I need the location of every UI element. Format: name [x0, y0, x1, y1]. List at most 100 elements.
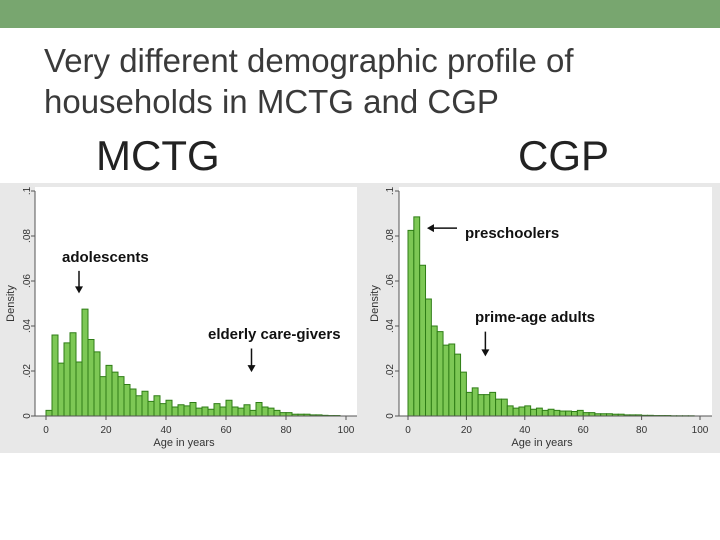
mctg-bar [45, 409, 53, 417]
cgp-bar [483, 394, 491, 417]
mctg-bar [225, 399, 233, 417]
cgp-bar [454, 353, 462, 417]
cgp-heading: CGP [518, 132, 610, 179]
mctg-bar [159, 403, 167, 417]
mctg-bar [171, 406, 179, 417]
mctg-bar [51, 334, 59, 417]
mctg-bar [237, 407, 245, 417]
mctg-bar [165, 399, 173, 417]
mctg-bar [285, 412, 293, 417]
cgp-bar [413, 216, 421, 417]
cgp-bar [425, 298, 432, 417]
cgp-bar [460, 371, 467, 417]
mctg-bar [69, 332, 77, 417]
cgp-bar [512, 407, 520, 417]
cgp-annotation-prime-age-adults: prime-age adults [475, 309, 595, 326]
mctg-y-tick-label: .04 [22, 319, 33, 333]
cgp-bar [535, 407, 543, 417]
mctg-x-tick-label: 40 [160, 425, 172, 436]
cgp-y-tick-label: .08 [385, 229, 396, 243]
cgp-bar [576, 409, 584, 417]
slide-title: Very different demographic profile of ho… [44, 42, 574, 120]
cgp-annotation-preschoolers: preschoolers [465, 225, 559, 242]
mctg-bar [231, 406, 239, 417]
mctg-bar [207, 408, 215, 417]
mctg-bar [81, 308, 89, 417]
mctg-bar [249, 409, 257, 417]
mctg-bar [141, 390, 149, 417]
cgp-y-tick-label: .04 [385, 319, 396, 333]
mctg-bar [267, 407, 275, 417]
cgp-arrowhead-preschoolers [426, 224, 434, 233]
mctg-bar [135, 395, 143, 417]
mctg-bar [261, 406, 269, 417]
cgp-bar [547, 408, 555, 417]
cgp-x-tick-label: 60 [578, 425, 590, 436]
cgp-bar [489, 391, 497, 417]
mctg-bar [129, 388, 137, 417]
cgp-bar [465, 391, 473, 417]
cgp-bar [477, 394, 485, 417]
cgp-x-tick-label: 0 [405, 425, 411, 436]
cgp-x-axis-title: Age in years [511, 437, 573, 449]
mctg-y-axis-title: Density [5, 285, 17, 322]
mctg-bar [75, 361, 83, 417]
mctg-bar [273, 409, 281, 417]
cgp-bar [518, 406, 526, 417]
mctg-x-axis-title: Age in years [153, 437, 215, 449]
mctg-bar [57, 362, 65, 417]
cgp-y-tick-label: .06 [385, 274, 396, 288]
mctg-y-tick-label: .02 [22, 364, 33, 378]
cgp-bar [588, 412, 596, 417]
cgp-bar [471, 387, 479, 417]
mctg-bar [93, 351, 101, 417]
cgp-bar [500, 398, 508, 417]
mctg-bar [63, 342, 71, 417]
cgp-bar [407, 229, 415, 417]
mctg-bar [195, 407, 203, 417]
mctg-y-tick-label: .1 [22, 186, 33, 195]
cgp-bar [582, 412, 590, 417]
mctg-bar [177, 404, 185, 417]
mctg-arrowhead-elderly-care-givers [247, 365, 256, 373]
top-accent-bar [0, 0, 720, 28]
cgp-bar [565, 410, 573, 417]
cgp-bar [530, 408, 537, 417]
mctg-bar [111, 371, 119, 417]
mctg-annotation-elderly-care-givers: elderly care-givers [208, 326, 341, 343]
cgp-bar [541, 409, 549, 417]
cgp-bar [419, 264, 427, 417]
mctg-bar [201, 406, 209, 417]
cgp-bar [436, 331, 444, 417]
cgp-bar [442, 344, 450, 417]
mctg-y-tick-label: .08 [22, 229, 33, 243]
mctg-y-tick-label: 0 [22, 413, 33, 419]
mctg-x-tick-label: 80 [280, 425, 292, 436]
cgp-bar [553, 409, 561, 417]
mctg-bar [99, 376, 107, 417]
cgp-bar [506, 405, 514, 417]
mctg-bar [147, 400, 155, 417]
mctg-x-tick-label: 60 [220, 425, 232, 436]
mctg-bar [87, 339, 95, 417]
mctg-y-tick-label: .06 [22, 274, 33, 288]
mctg-heading: MCTG [96, 132, 220, 179]
cgp-bar [571, 411, 578, 417]
cgp-y-tick-label: 0 [385, 413, 396, 419]
cgp-y-axis-title: Density [369, 285, 381, 322]
mctg-x-tick-label: 0 [43, 425, 49, 436]
mctg-bar [153, 395, 161, 417]
cgp-bar [524, 405, 532, 417]
cgp-bar [495, 398, 502, 417]
mctg-x-tick-label: 20 [100, 425, 112, 436]
cgp-x-tick-label: 40 [519, 425, 531, 436]
mctg-bar [219, 406, 227, 417]
cgp-arrowhead-prime-age-adults [481, 349, 490, 357]
mctg-bar [123, 384, 131, 417]
mctg-arrowhead-adolescents [75, 286, 83, 294]
cgp-y-tick-label: .02 [385, 364, 396, 378]
mctg-bar [105, 364, 113, 417]
cgp-x-tick-label: 80 [636, 425, 648, 436]
mctg-bar [255, 402, 263, 417]
